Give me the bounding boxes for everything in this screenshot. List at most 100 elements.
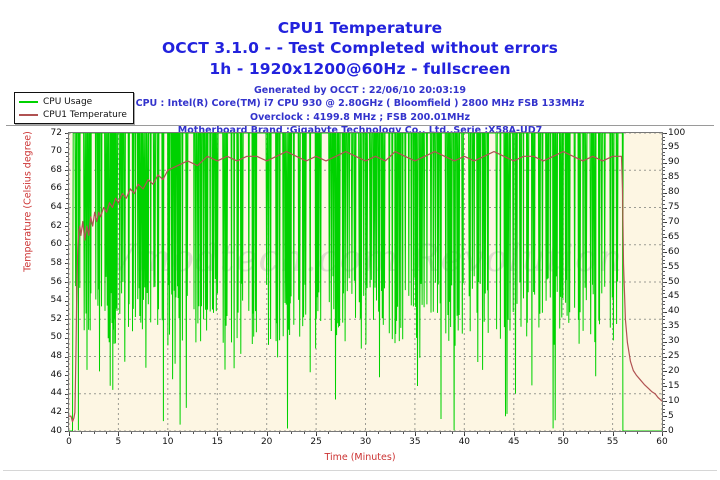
y-minor-tick-right xyxy=(663,412,665,414)
chart-title-block: CPU1 Temperature OCCT 3.1.0 - - Test Com… xyxy=(0,18,720,79)
y-minor-tick-left xyxy=(66,193,68,195)
x-minor-tick xyxy=(427,432,429,434)
y-minor-tick-left xyxy=(66,277,68,279)
y-tick-mark-right-45 xyxy=(663,296,667,298)
y-minor-tick-left xyxy=(66,184,68,186)
y-tick-right-100: 100 xyxy=(668,127,686,138)
y-minor-tick-right xyxy=(663,133,665,134)
y-tick-right-80: 80 xyxy=(668,187,680,198)
x-minor-tick xyxy=(489,432,490,434)
y-minor-tick-left xyxy=(66,198,68,200)
x-tick-mark-45 xyxy=(513,432,515,436)
y-minor-tick-right xyxy=(663,386,665,388)
y-minor-tick-left xyxy=(66,417,68,418)
y-minor-tick-left xyxy=(66,179,68,181)
footer-divider xyxy=(3,470,717,471)
y-minor-tick-left xyxy=(66,212,68,214)
y-minor-tick-left xyxy=(66,174,68,176)
x-minor-tick xyxy=(118,432,120,434)
y-minor-tick-right xyxy=(663,431,665,432)
y-minor-tick-right xyxy=(663,293,665,295)
y-tick-mark-right-80 xyxy=(663,192,667,194)
y-minor-tick-right xyxy=(663,282,665,283)
y-minor-tick-right xyxy=(663,308,665,310)
y-tick-mark-right-90 xyxy=(663,162,667,164)
y-minor-tick-left xyxy=(66,282,68,283)
y-minor-tick-left xyxy=(66,156,68,158)
y-minor-tick-left xyxy=(66,351,68,353)
y-minor-tick-left xyxy=(66,384,68,386)
y-minor-tick-right xyxy=(663,408,665,410)
y-tick-left-72: 72 xyxy=(50,127,62,138)
y-minor-tick-left xyxy=(66,407,68,409)
x-tick-60: 60 xyxy=(656,437,668,447)
y-minor-tick-right xyxy=(663,416,665,418)
x-minor-tick xyxy=(452,432,453,434)
y-minor-tick-left xyxy=(66,393,68,395)
y-minor-tick-right xyxy=(663,349,665,351)
x-minor-tick xyxy=(402,432,404,434)
y-tick-mark-right-55 xyxy=(663,267,667,269)
y-tick-left-68: 68 xyxy=(50,164,62,175)
y-minor-tick-left xyxy=(66,147,68,148)
x-minor-tick xyxy=(414,432,416,434)
y-minor-tick-left xyxy=(66,142,68,144)
y-minor-tick-right xyxy=(663,155,665,157)
x-minor-tick xyxy=(624,432,626,434)
x-minor-tick xyxy=(217,432,219,434)
y-minor-tick-left xyxy=(66,398,68,400)
y-tick-right-90: 90 xyxy=(668,157,680,168)
y-minor-tick-left xyxy=(66,133,68,134)
plot-area: Vmodtech.com Revolution xyxy=(68,132,663,432)
x-minor-tick xyxy=(464,432,466,434)
y-minor-tick-right xyxy=(663,382,665,384)
y-minor-tick-left xyxy=(66,305,68,307)
y-minor-tick-left xyxy=(66,254,68,256)
y-minor-tick-left xyxy=(66,263,68,265)
system-info-block: Generated by OCCT : 22/06/10 20:03:19 CP… xyxy=(0,84,720,138)
y-tick-left-40: 40 xyxy=(50,425,62,436)
y-tick-right-55: 55 xyxy=(668,261,680,272)
y-tick-mark-right-30 xyxy=(663,341,667,343)
y-tick-left-44: 44 xyxy=(50,388,62,399)
y-minor-tick-right xyxy=(663,215,665,216)
y-tick-right-5: 5 xyxy=(668,410,674,421)
legend-color-swatch-temperature xyxy=(19,113,38,116)
y-minor-tick-left xyxy=(66,272,68,274)
x-tick-mark-20 xyxy=(266,432,268,436)
x-tick-55: 55 xyxy=(606,437,619,447)
y-minor-tick-left xyxy=(66,165,68,167)
y-minor-tick-right xyxy=(663,326,665,328)
y-minor-tick-left xyxy=(66,160,68,162)
x-minor-tick xyxy=(575,432,577,434)
x-tick-mark-40 xyxy=(464,432,466,436)
y-minor-tick-left xyxy=(66,286,68,288)
y-minor-tick-right xyxy=(663,270,665,272)
y-minor-tick-right xyxy=(663,140,665,142)
y-minor-tick-right xyxy=(663,419,665,421)
y-minor-tick-right xyxy=(663,177,665,179)
y-minor-tick-right xyxy=(663,330,665,332)
y-minor-tick-right xyxy=(663,404,665,406)
x-minor-tick xyxy=(538,432,540,434)
y-tick-right-70: 70 xyxy=(668,216,680,227)
cpu-usage-series xyxy=(69,133,662,431)
y-tick-right-30: 30 xyxy=(668,336,680,347)
y-tick-mark-right-70 xyxy=(663,222,667,224)
y-minor-tick-left xyxy=(66,370,68,372)
x-minor-tick xyxy=(143,432,145,434)
y-minor-tick-left xyxy=(66,426,68,428)
x-minor-tick xyxy=(377,432,379,434)
y-tick-left-64: 64 xyxy=(50,202,62,212)
y-minor-tick-right xyxy=(663,352,665,354)
y-minor-tick-right xyxy=(663,252,665,254)
x-minor-tick xyxy=(192,432,194,434)
x-tick-0: 0 xyxy=(66,437,72,447)
legend-color-swatch-usage xyxy=(19,100,38,103)
x-minor-tick xyxy=(204,432,206,434)
x-minor-tick xyxy=(390,432,392,434)
page-title: CPU1 Temperature xyxy=(277,19,443,37)
title-subline-resolution: 1h - 1920x1200@60Hz - fullscreen xyxy=(209,59,511,78)
x-minor-tick xyxy=(513,432,515,434)
x-minor-tick xyxy=(93,432,95,434)
